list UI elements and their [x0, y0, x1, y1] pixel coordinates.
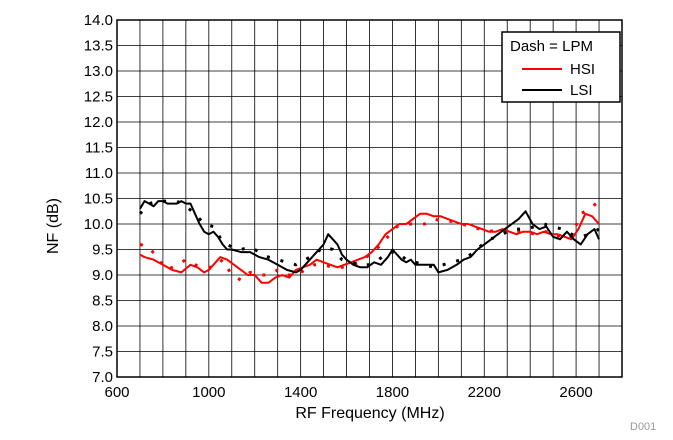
x-tick-label: 600 — [104, 384, 129, 401]
y-tick-label: 13.0 — [84, 63, 113, 80]
y-axis-label: NF (dB) — [45, 198, 62, 254]
series-group — [138, 199, 600, 284]
y-tick-label: 10.0 — [84, 216, 113, 233]
legend-title: Dash = LPM — [510, 38, 593, 55]
y-tick-label: 9.5 — [92, 242, 113, 259]
y-tick-label: 14.0 — [84, 12, 113, 29]
series-line-hsi — [139, 212, 600, 284]
x-axis-label: RF Frequency (MHz) — [295, 405, 444, 422]
y-tick-label: 11.5 — [85, 140, 113, 157]
plot-area-border — [116, 19, 623, 378]
y-tick-label: 13.5 — [84, 38, 113, 55]
y-tick-label: 10.5 — [84, 191, 113, 208]
series-line-lsi — [139, 200, 600, 274]
y-tick-label: 9.0 — [92, 267, 113, 284]
grid — [117, 20, 622, 377]
y-tick-label: 8.0 — [92, 318, 113, 335]
series-line-lsi-lpm — [138, 199, 600, 269]
y-tick-label: 7.0 — [92, 369, 113, 386]
y-tick-label: 12.5 — [84, 89, 113, 106]
x-tick-label: 2200 — [468, 384, 501, 401]
y-tick-label: 12.0 — [84, 114, 113, 131]
y-tick-label: 8.5 — [92, 293, 113, 310]
y-tick-label: 11.0 — [85, 165, 113, 182]
figure-id: D001 — [630, 421, 656, 433]
legend: Dash = LPM HSI LSI — [501, 31, 621, 103]
y-tick-label: 7.5 — [92, 344, 113, 361]
x-tick-label: 1000 — [192, 384, 225, 401]
legend-label-lsi: LSI — [570, 82, 593, 99]
tick-labels: 7.0 7.5 8.0 8.5 9.0 9.5 10.0 10.5 11.0 11.5 12.0 12… — [84, 12, 593, 401]
x-tick-label: 1400 — [284, 384, 317, 401]
legend-label-hsi: HSI — [570, 61, 595, 78]
x-tick-label: 1800 — [376, 384, 409, 401]
x-tick-label: 2600 — [559, 384, 592, 401]
